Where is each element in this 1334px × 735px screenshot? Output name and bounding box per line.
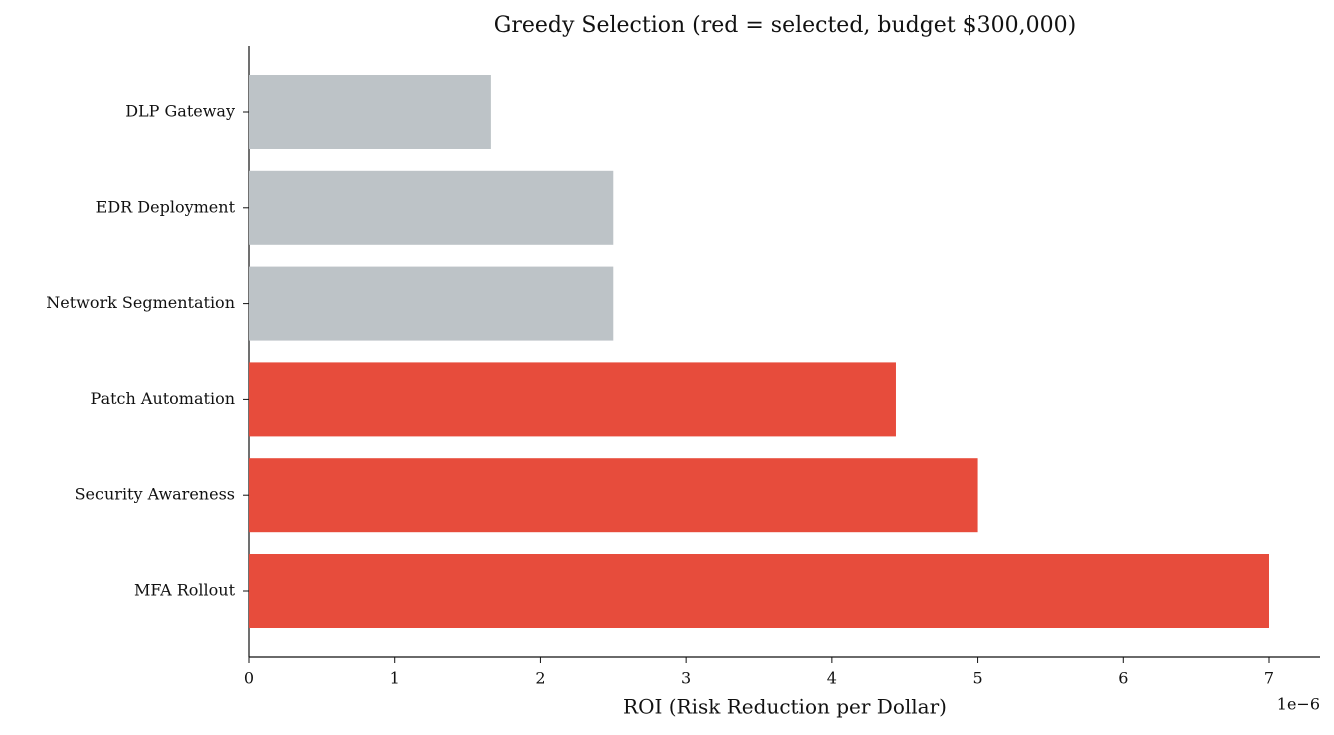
x-tick-label: 0 [244, 669, 254, 688]
x-tick-label: 1 [390, 669, 400, 688]
bar [249, 170, 614, 245]
y-tick-label: DLP Gateway [125, 102, 235, 121]
x-axis-label: ROI (Risk Reduction per Dollar) [623, 695, 947, 719]
axis-offset-label: 1e−6 [1277, 695, 1320, 714]
y-tick-label: Network Segmentation [46, 293, 235, 312]
x-tick-label: 2 [535, 669, 545, 688]
bar [249, 554, 1269, 628]
y-tick-label: Patch Automation [91, 389, 235, 408]
y-tick-label: MFA Rollout [134, 581, 236, 600]
chart-title: Greedy Selection (red = selected, budget… [494, 13, 1076, 38]
bar [249, 458, 978, 533]
bar [249, 75, 491, 149]
x-tick-label: 4 [827, 669, 837, 688]
y-tick-label: Security Awareness [75, 485, 235, 504]
y-tick-label: EDR Deployment [96, 197, 236, 216]
x-tick-label: 3 [681, 669, 691, 688]
x-tick-label: 6 [1118, 669, 1128, 688]
bar [249, 266, 614, 341]
x-tick-label: 5 [972, 669, 982, 688]
x-tick-label: 7 [1264, 669, 1274, 688]
bar [249, 362, 896, 437]
